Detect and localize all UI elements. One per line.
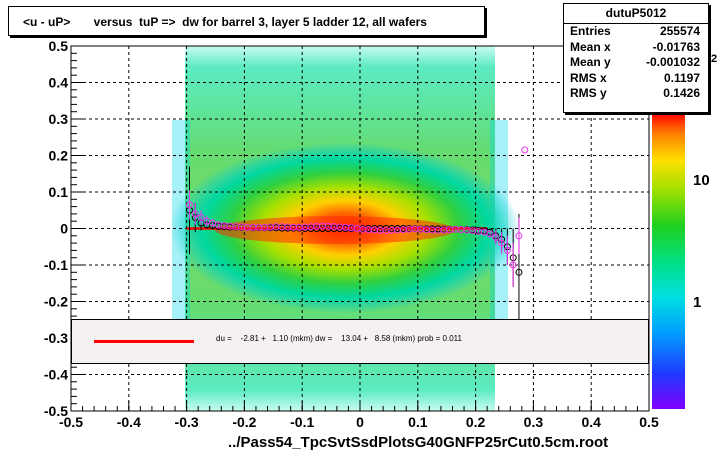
profile-markers bbox=[185, 146, 529, 331]
x-axis-label: ../Pass54_TpcSvtSsdPlotsG40GNFP25rCut0.5… bbox=[228, 434, 609, 451]
profile-point bbox=[521, 146, 529, 154]
x-tick-label: -0.5 bbox=[59, 414, 83, 430]
profile-point bbox=[509, 261, 517, 269]
stats-title: dutuP5012 bbox=[564, 4, 708, 24]
profile-point bbox=[515, 232, 523, 240]
x-tick-label: -0.2 bbox=[232, 414, 256, 430]
y-tick-label: 0.4 bbox=[49, 75, 69, 91]
profile-point bbox=[486, 230, 494, 238]
stats-value: 255574 bbox=[659, 24, 700, 38]
profile-point bbox=[185, 201, 193, 209]
stats-value: 0.1197 bbox=[663, 70, 700, 85]
color-scale-bar bbox=[652, 113, 685, 409]
color-scale-label-10: 10 bbox=[693, 172, 710, 189]
y-tick-label: 0.1 bbox=[49, 184, 69, 200]
x-tick-labels: -0.5 -0.4 -0.3 -0.2 -0.1 0 0.1 0.2 0.3 0.4 0.5 bbox=[59, 414, 659, 430]
x-tick-label: 0.4 bbox=[581, 414, 601, 430]
profile-point bbox=[191, 210, 199, 218]
axis-ticks bbox=[70, 45, 650, 412]
y-tick-label: -0.5 bbox=[44, 403, 68, 419]
y-tick-label: -0.3 bbox=[44, 330, 68, 346]
stats-label: Mean y bbox=[570, 55, 611, 69]
stats-row-rms-y: RMS y 0.1426 bbox=[564, 86, 708, 102]
profile-point bbox=[498, 239, 506, 247]
stats-box: dutuP5012 Entries 255574 Mean x -0.01763… bbox=[563, 3, 709, 113]
stats-label: RMS x bbox=[570, 70, 607, 85]
stats-label: Mean x bbox=[570, 39, 611, 54]
x-tick-label: -0.1 bbox=[290, 414, 314, 430]
stats-label: Entries bbox=[570, 24, 611, 38]
chart-title: <u - uP> versus tuP => dw for barrel 3, … bbox=[8, 6, 485, 36]
legend-fit-swatch bbox=[94, 340, 194, 343]
stats-row-entries: Entries 255574 bbox=[564, 24, 708, 40]
x-tick-label: 0 bbox=[356, 414, 364, 430]
x-tick-label: 0.1 bbox=[408, 414, 428, 430]
stats-row-rms-x: RMS x 0.1197 bbox=[564, 71, 708, 87]
stats-row-mean-y: Mean y -0.001032 bbox=[564, 55, 708, 71]
stats-value: -0.001032 bbox=[645, 55, 700, 69]
x-tick-label: -0.4 bbox=[117, 414, 141, 430]
stats-value: -0.01763 bbox=[652, 39, 700, 54]
profile-point bbox=[492, 234, 500, 242]
x-tick-label: 0.5 bbox=[639, 414, 659, 430]
profile-point bbox=[197, 214, 205, 222]
y-tick-labels: -0.5 -0.4 -0.3 -0.2 -0.1 0 0.1 0.2 0.3 0.4 0.5 bbox=[44, 38, 68, 419]
stats-value: 0.1426 bbox=[663, 86, 700, 100]
y-tick-label: -0.2 bbox=[44, 294, 68, 310]
profile-point bbox=[503, 246, 511, 254]
x-tick-label: 0.2 bbox=[466, 414, 486, 430]
x-tick-label: 0.3 bbox=[524, 414, 544, 430]
y-tick-label: 0.5 bbox=[49, 38, 69, 54]
y-tick-label: 0 bbox=[60, 221, 68, 237]
y-tick-label: -0.1 bbox=[44, 257, 68, 273]
y-tick-label: 0.3 bbox=[49, 111, 69, 127]
profile-point bbox=[515, 268, 523, 276]
fit-legend: du = -2.81 + 1.10 (mkm) dw = 13.04 + 8.5… bbox=[71, 319, 649, 364]
x-tick-label: -0.3 bbox=[175, 414, 199, 430]
stats-label: RMS y bbox=[570, 86, 607, 100]
stats-row-mean-x: Mean x -0.01763 bbox=[564, 40, 708, 56]
color-scale-label-1: 1 bbox=[693, 294, 701, 311]
y-tick-label: -0.4 bbox=[44, 367, 68, 383]
legend-fit-text: du = -2.81 + 1.10 (mkm) dw = 13.04 + 8.5… bbox=[216, 334, 462, 343]
color-scale-exponent: 2 bbox=[711, 53, 717, 65]
y-tick-label: 0.2 bbox=[49, 148, 69, 164]
